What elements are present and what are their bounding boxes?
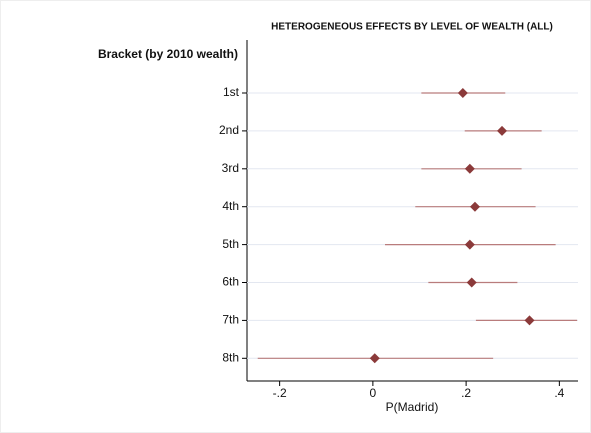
y-tick-label: 4th bbox=[222, 199, 239, 213]
y-tick-label: 2nd bbox=[219, 123, 239, 137]
y-tick-label: 7th bbox=[222, 313, 239, 327]
point bbox=[457, 88, 468, 98]
chart-title: HETEROGENEOUS EFFECTS BY LEVEL OF WEALTH… bbox=[271, 22, 553, 33]
y-tick-label: 1st bbox=[223, 85, 240, 99]
y-axis-label: Bracket (by 2010 wealth) bbox=[98, 47, 238, 61]
y-tick-label: 5th bbox=[222, 237, 239, 251]
y-tick-label: 6th bbox=[222, 275, 239, 289]
point bbox=[369, 353, 380, 364]
point bbox=[524, 315, 535, 326]
x-tick-label: .2 bbox=[461, 386, 471, 400]
y-tick-label: 3rd bbox=[222, 161, 239, 175]
point bbox=[466, 277, 477, 288]
point bbox=[469, 201, 480, 212]
point bbox=[497, 125, 508, 136]
x-tick-label: 0 bbox=[370, 386, 377, 400]
point bbox=[464, 239, 475, 250]
x-axis-label: P(Madrid) bbox=[386, 400, 439, 414]
x-tick-label: .4 bbox=[554, 386, 564, 400]
point bbox=[464, 163, 475, 174]
y-tick-label: 8th bbox=[222, 350, 239, 364]
x-tick-label: -.2 bbox=[273, 386, 287, 400]
